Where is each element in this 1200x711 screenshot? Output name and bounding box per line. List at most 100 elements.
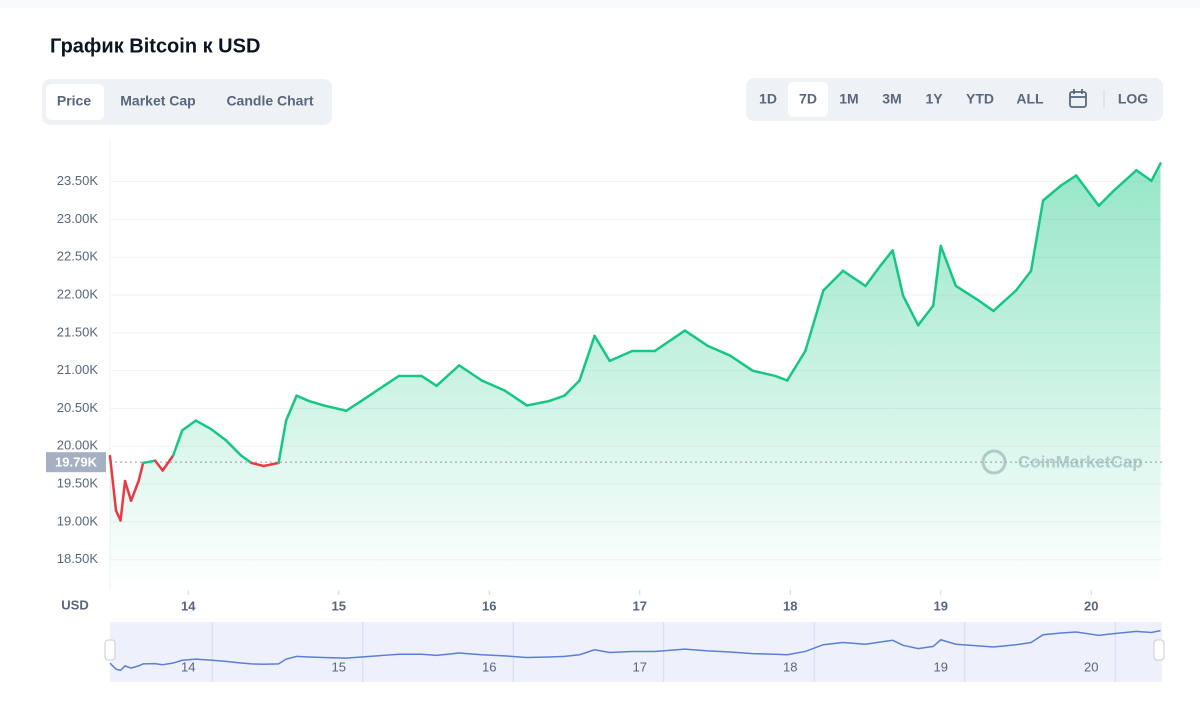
nav-tick-label: 17 [633,659,647,674]
price-segment [1135,169,1153,183]
price-segment [578,334,596,382]
price-segment [284,394,298,422]
price-segment [1014,269,1033,292]
nav-tick-label: 15 [332,659,346,674]
price-segment [209,427,228,442]
price-segment [683,329,709,347]
price-segment [420,374,438,388]
y-tick-label: 19.00K [57,513,99,528]
nav-line [109,629,1161,672]
price-segment [262,461,280,468]
price-segment [108,454,118,512]
y-tick-label: 18.50K [57,551,99,566]
price-segment [435,364,461,388]
price-segment [307,399,325,407]
tab-bar [42,79,332,125]
price-segment [360,384,386,403]
price-segment [503,389,529,407]
price-segment [608,349,634,363]
price-segment [382,374,401,388]
price-segment [1059,174,1078,187]
price-segment [804,289,825,353]
plot: 18.50K 19.00K 19.50K 20.00K 20.50K 21.00K 21.5… [46,140,1162,613]
price-segment [786,349,807,382]
y-tick-label: 23.50K [57,173,99,188]
price-segment [153,459,164,472]
nav-tick-label: 14 [181,659,195,674]
price-segment [653,329,687,353]
price-segment [822,269,845,292]
price-segment [992,289,1018,313]
price-segment [250,461,265,468]
title: График Bitcoin к USD [50,35,260,57]
y-axis-label: USD [61,597,88,612]
log-button[interactable]: LOG [1118,91,1148,107]
price-segment [593,334,611,363]
y-tick-label: 21.50K [57,324,99,339]
price-segment [277,419,288,465]
x-tick-label: 20 [1084,598,1098,613]
nav-tick-label: 18 [783,659,797,674]
price-segment [119,479,127,522]
price-segment [1029,199,1045,273]
tab[interactable]: Candle Chart [226,93,313,109]
reference-label: 19.79K [55,455,98,470]
price-segment [939,244,958,288]
price-segment [563,379,581,397]
tab[interactable]: Market Cap [120,93,195,109]
nav-handle [1153,639,1165,661]
nav-tick-label: 16 [482,659,496,674]
y-tick-label: 22.00K [57,286,99,301]
price-segment [129,479,140,503]
y-tick-label: 23.00K [57,211,99,226]
price-segment [224,439,243,457]
price-segment [841,269,867,288]
reference-badge [46,452,106,473]
price-segment [525,399,551,407]
calendar-icon[interactable] [1069,89,1087,108]
top-strip [0,0,1200,8]
x-tick-label: 18 [783,598,797,613]
price-segment [1097,189,1116,208]
range-button[interactable]: ALL [1016,91,1044,107]
nav-tick-label: 20 [1084,659,1098,674]
price-segment [751,369,777,378]
price-segment [879,249,894,267]
price-segment [901,294,920,327]
price-segment [864,264,882,288]
tab-active [46,84,104,120]
price-segment [295,394,310,403]
price-segment [548,394,566,403]
range-button[interactable]: 1D [759,91,777,107]
price-segment [141,459,157,465]
y-tick-label: 22.50K [57,249,99,264]
price-segment [137,461,145,483]
y-tick-label: 20.50K [57,400,99,415]
price-segment [171,429,184,457]
tab[interactable]: Price [57,93,91,109]
range-button[interactable]: 3M [882,91,901,107]
y-tick-label: 19.50K [57,476,99,491]
range-button[interactable]: 1M [839,91,858,107]
price-segment [916,304,935,327]
y-tick-label: 21.00K [57,362,99,377]
price-segment [773,374,789,382]
price-segment [161,454,175,472]
navigator-content: 14 15 16 17 18 19 20 [104,622,1165,682]
price-segment [931,244,943,307]
price-segment [345,399,363,413]
range-button[interactable]: YTD [966,91,994,107]
price-segment [977,299,995,313]
range-active [788,82,828,117]
range-bar [746,78,1163,121]
x-tick-label: 17 [633,598,647,613]
nav-handle [104,639,116,661]
y-tick-label: 20.00K [57,438,99,453]
price-segment [123,479,133,503]
price-segment [194,419,213,431]
range-button[interactable]: 1Y [925,91,943,107]
x-tick-label: 16 [482,598,496,613]
range-button[interactable]: 7D [799,91,817,107]
price-segment [1074,174,1101,208]
